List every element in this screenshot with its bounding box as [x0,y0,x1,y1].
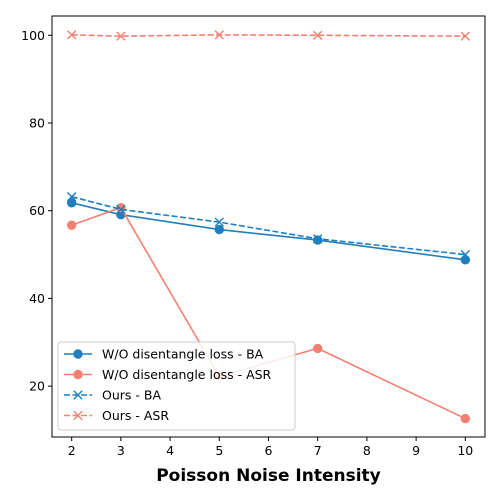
legend-entry: W/O disentangle loss - ASR [64,367,272,382]
legend-label: Ours - BA [102,388,161,403]
x-tick-label: 7 [314,443,322,458]
data-point [66,191,77,202]
data-point [214,217,224,227]
series-3 [66,191,471,260]
legend-label: Ours - ASR [102,408,169,423]
data-point [460,255,471,265]
legend-marker [73,349,83,359]
data-point [66,30,77,40]
data-point [460,413,471,424]
legend-label: W/O disentangle loss - ASR [102,367,272,382]
x-tick-label: 6 [265,443,273,458]
y-tick-label: 100 [21,28,45,43]
legend-box [57,341,296,431]
x-tick-label: 3 [117,443,125,458]
legend-entry: Ours - BA [64,388,161,403]
y-tick-label: 80 [29,116,45,131]
data-point [214,30,224,40]
data-point [116,204,126,215]
data-point [460,249,471,260]
data-point [66,220,77,230]
legend-marker [73,390,83,400]
x-tick-label: 8 [363,443,371,458]
data-point [313,235,323,245]
legend-marker [73,410,83,421]
legend-entry: Ours - ASR [64,408,169,423]
series-1 [66,198,471,265]
x-tick-label: 10 [457,443,473,458]
legend-entry: W/O disentangle loss - BA [64,347,264,362]
data-point [116,31,126,41]
legend-marker [73,369,83,380]
x-tick-label: 9 [412,443,420,458]
data-point [66,198,77,208]
x-axis: 2 3 4 5 6 7 8 9 10 [68,437,473,458]
data-point [313,234,323,244]
y-axis: 20 40 60 80 100 [21,28,52,394]
series-4 [66,30,471,41]
legend-label: W/O disentangle loss - BA [102,347,264,362]
legend: W/O disentangle loss - BA W/O disentangle… [57,341,296,431]
x-axis-title: Poisson Noise Intensity [156,466,381,486]
data-point [313,343,323,354]
y-tick-label: 40 [29,291,45,306]
data-point [313,30,323,40]
x-tick-label: 2 [68,443,76,458]
y-tick-label: 60 [29,203,45,218]
y-tick-label: 20 [29,379,45,394]
x-tick-label: 5 [215,443,223,458]
data-point [460,31,471,41]
x-tick-label: 4 [166,443,174,458]
series-line [71,34,466,37]
data-point [214,224,224,235]
